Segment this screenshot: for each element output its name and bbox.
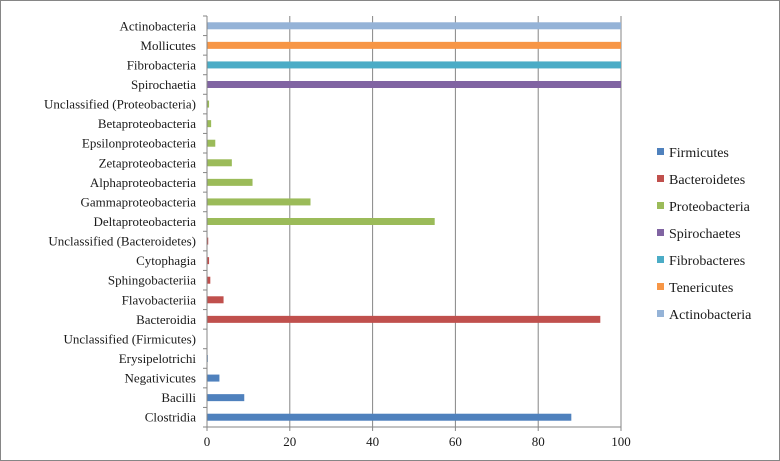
legend-swatch-proteobacteria bbox=[657, 202, 664, 209]
bar-deltaproteobacteria bbox=[207, 218, 435, 225]
x-tick-label-60: 60 bbox=[449, 434, 462, 449]
legend-swatch-bacteroidetes bbox=[657, 175, 664, 182]
bar-gammaproteobacteria bbox=[207, 198, 311, 206]
category-label-negativicutes: Negativicutes bbox=[125, 371, 196, 386]
x-tick-label-0: 0 bbox=[204, 434, 211, 449]
category-label-gammaproteobacteria: Gammaproteobacteria bbox=[81, 194, 197, 209]
category-label-fibrobacteria: Fibrobacteria bbox=[127, 57, 197, 72]
legend-swatch-fibrobacteres bbox=[657, 256, 664, 263]
category-label-deltaproteobacteria: Deltaproteobacteria bbox=[94, 214, 197, 229]
bar-flavobacteriia bbox=[207, 296, 224, 304]
category-label-erysipelotrichi: Erysipelotrichi bbox=[119, 351, 197, 366]
category-label-zetaproteobacteria: Zetaproteobacteria bbox=[99, 155, 197, 170]
category-label-flavobacteriia: Flavobacteriia bbox=[122, 292, 197, 307]
bar-sphingobacteriia bbox=[207, 276, 211, 284]
legend-label-proteobacteria: Proteobacteria bbox=[669, 200, 751, 215]
category-label-mollicutes: Mollicutes bbox=[140, 38, 196, 53]
category-label-epsilonproteobacteria: Epsilonproteobacteria bbox=[82, 136, 196, 151]
category-label-actinobacteria: Actinobacteria bbox=[119, 18, 196, 33]
legend-swatch-spirochaetes bbox=[657, 229, 664, 236]
legend-label-tenericutes: Tenericutes bbox=[669, 281, 733, 296]
x-tick-label-20: 20 bbox=[283, 434, 296, 449]
bars bbox=[207, 22, 621, 421]
legend-label-firmicutes: Firmicutes bbox=[669, 146, 729, 161]
category-label-spirochaetia: Spirochaetia bbox=[131, 77, 196, 92]
category-label-alphaproteobacteria: Alphaproteobacteria bbox=[90, 175, 196, 190]
category-label-unclassified-firmicutes: Unclassified (Firmicutes) bbox=[64, 331, 197, 346]
legend-swatch-tenericutes bbox=[657, 283, 664, 290]
bar-epsilonproteobacteria bbox=[207, 139, 216, 147]
bar-zetaproteobacteria bbox=[207, 159, 232, 167]
bar-fibrobacteria bbox=[207, 61, 621, 69]
legend-label-fibrobacteres: Fibrobacteres bbox=[669, 254, 745, 269]
bar-bacilli bbox=[207, 394, 245, 402]
bar-negativicutes bbox=[207, 374, 220, 382]
bar-betaproteobacteria bbox=[207, 120, 212, 128]
legend-swatch-firmicutes bbox=[657, 148, 664, 155]
category-label-bacteroidia: Bacteroidia bbox=[136, 312, 196, 327]
bar-actinobacteria bbox=[207, 22, 621, 30]
bar-unclassified-bacteroidetes bbox=[207, 237, 209, 245]
x-tick-label-100: 100 bbox=[611, 434, 631, 449]
legend: Firmicutes Bacteroidetes Proteobacteria Spi… bbox=[657, 146, 752, 323]
x-tick-labels: 0 20 40 60 80 100 bbox=[204, 434, 631, 449]
legend-label-bacteroidetes: Bacteroidetes bbox=[669, 173, 745, 188]
bar-unclassified-proteobacteria bbox=[207, 100, 210, 108]
category-label-betaproteobacteria: Betaproteobacteria bbox=[98, 116, 196, 131]
category-label-unclassified-proteobacteria: Unclassified (Proteobacteria) bbox=[44, 97, 196, 112]
legend-label-actinobacteria: Actinobacteria bbox=[669, 308, 752, 323]
bar-bacteroidia bbox=[207, 315, 601, 323]
category-label-cytophagia: Cytophagia bbox=[136, 253, 196, 268]
bar-mollicutes bbox=[207, 41, 621, 49]
category-label-clostridia: Clostridia bbox=[145, 410, 197, 425]
x-tick-label-80: 80 bbox=[532, 434, 545, 449]
bar-clostridia bbox=[207, 413, 572, 421]
bar-alphaproteobacteria bbox=[207, 178, 253, 186]
bar-spirochaetia bbox=[207, 81, 621, 88]
legend-label-spirochaetes: Spirochaetes bbox=[669, 227, 741, 242]
x-tick-label-40: 40 bbox=[366, 434, 379, 449]
category-label-unclassified-bacteroidetes: Unclassified (Bacteroidetes) bbox=[48, 234, 196, 249]
category-labels: Clostridia Bacilli Negativicutes Erysipelot… bbox=[44, 18, 196, 424]
legend-swatch-actinobacteria bbox=[657, 310, 664, 317]
axes bbox=[203, 15, 622, 431]
category-label-sphingobacteriia: Sphingobacteriia bbox=[108, 273, 196, 288]
bar-cytophagia bbox=[207, 257, 210, 265]
category-label-bacilli: Bacilli bbox=[161, 390, 196, 405]
